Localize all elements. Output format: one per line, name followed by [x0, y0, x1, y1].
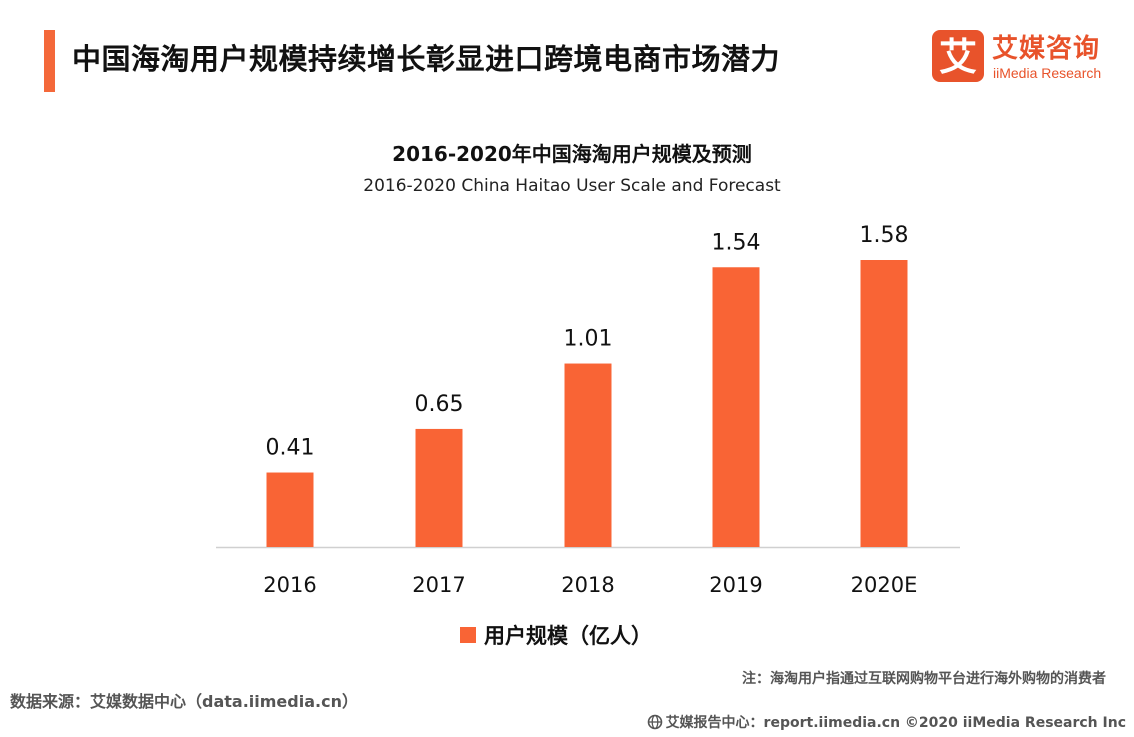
brand-logo-icon: 艾: [932, 30, 984, 82]
chart-subtitle: 2016-2020 China Haitao User Scale and Fo…: [363, 176, 781, 196]
data-source: 数据来源：艾媒数据中心（data.iimedia.cn）: [10, 692, 358, 711]
chart-note: 注：海淘用户指通过互联网购物平台进行海外购物的消费者: [742, 671, 1106, 687]
bar-2017: [415, 428, 463, 547]
title-accent-bar: [44, 30, 55, 92]
brand-logo-block: 艾 艾媒咨询 iiMedia Research: [932, 28, 1122, 88]
legend-swatch: [460, 627, 476, 643]
bar-2020E: [860, 260, 908, 547]
brand-name-en: iiMedia Research: [993, 65, 1102, 81]
bar-2018: [564, 363, 612, 547]
globe-icon: [647, 714, 663, 734]
x-tick-label-2018: 2018: [561, 573, 614, 597]
x-tick-label-2020E: 2020E: [851, 573, 918, 597]
page-title: 中国海淘用户规模持续增长彰显进口跨境电商市场潜力: [72, 42, 781, 76]
brand-name-cn: 艾媒咨询: [992, 34, 1101, 64]
data-label-2017: 0.65: [415, 392, 464, 417]
x-tick-label-2016: 2016: [263, 573, 316, 597]
legend-label: 用户规模（亿人）: [484, 624, 652, 648]
x-tick-label-2017: 2017: [412, 573, 465, 597]
x-tick-label-2019: 2019: [709, 573, 762, 597]
data-label-2016: 0.41: [266, 436, 315, 461]
chart-title: 2016-2020年中国海淘用户规模及预测: [392, 142, 752, 166]
data-label-2018: 1.01: [564, 327, 613, 352]
data-label-2019: 1.54: [712, 230, 761, 255]
bar-2019: [712, 267, 760, 547]
data-label-2020E: 1.58: [860, 223, 909, 248]
footer: 艾媒报告中心：report.iimedia.cn ©2020 iiMedia R…: [647, 712, 1126, 734]
brand-logo-glyph: 艾: [939, 35, 977, 79]
bar-2016: [266, 472, 314, 547]
footer-text: 艾媒报告中心：report.iimedia.cn ©2020 iiMedia R…: [665, 715, 1126, 731]
